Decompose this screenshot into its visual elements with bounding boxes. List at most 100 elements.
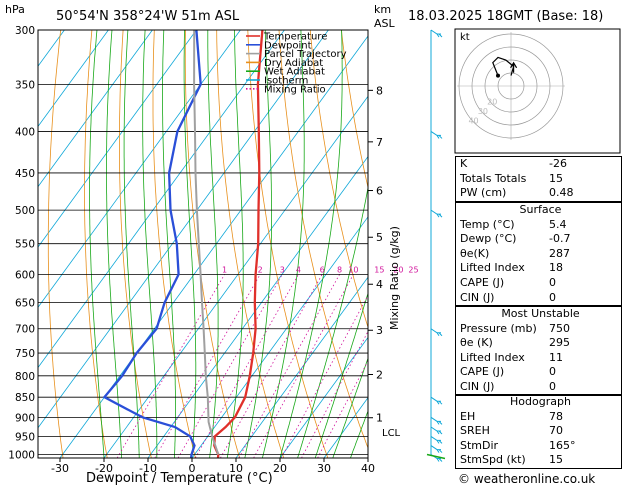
dry-adiabat-line	[622, 30, 629, 458]
mixing-ratio-line	[194, 274, 299, 458]
legend-label: Isotherm	[264, 76, 308, 87]
wind-barb	[430, 328, 443, 337]
index-value: 15	[549, 453, 563, 467]
temp-tick-label: 10	[229, 462, 243, 475]
index-row: EH 78	[456, 410, 621, 425]
isobars: 300 350 400 450 500 550 600 650 700 750 800 850 900 9…	[8, 25, 368, 461]
wet-adiabat-line	[297, 185, 368, 458]
mixing-ratio-label: 20	[393, 265, 403, 274]
km-label: km	[374, 3, 391, 16]
index-value: 78	[549, 409, 563, 423]
wet-adiabat-line	[207, 30, 219, 458]
wind-column	[426, 29, 446, 462]
index-label: SREH	[460, 424, 490, 438]
index-label: CAPE (J)	[460, 365, 505, 379]
dry-adiabat-line	[84, 30, 108, 458]
pressure-tick-label: 550	[15, 239, 35, 251]
temp-tick-label: -30	[51, 462, 69, 475]
isotherm-line	[38, 30, 153, 188]
index-row: Totals Totals 15	[456, 172, 621, 187]
datetime-title: 18.03.2025 18GMT (Base: 18)	[408, 9, 603, 24]
pressure-tick-label: 350	[15, 79, 35, 91]
lcl-label: LCL	[382, 428, 401, 439]
index-label: Pressure (mb)	[460, 321, 537, 335]
wind-barb	[430, 445, 443, 453]
index-value: 0	[549, 379, 556, 393]
pressure-tick-label: 1000	[8, 449, 35, 461]
legend-label: Dry Adiabat	[264, 58, 323, 69]
wet-adiabat-line	[162, 30, 176, 458]
mixing-ratio-label: 4	[296, 265, 301, 274]
dry-adiabat-line	[309, 30, 368, 329]
temp-tick-label: 0	[189, 462, 196, 475]
dry-adiabat-line	[119, 30, 152, 458]
wind-barb	[430, 396, 443, 405]
pressure-tick-label: 500	[15, 205, 35, 217]
mixing-ratio-axis-label: Mixing Ratio (g/kg)	[388, 226, 401, 330]
storm-motion-marker	[510, 61, 518, 73]
pressure-tick-label: 800	[15, 371, 35, 383]
km-tick-label: 6	[376, 185, 383, 198]
wet-adiabat-line	[106, 30, 122, 458]
dry-adiabat-line	[152, 30, 196, 458]
index-value: 0.48	[549, 186, 574, 200]
mixing-ratio-label: 10	[348, 265, 358, 274]
temperature-line	[213, 30, 264, 458]
credit: © weatheronline.co.uk	[458, 472, 595, 486]
pressure-tick-label: 450	[15, 168, 35, 180]
legend-label: Mixing Ratio	[264, 84, 326, 95]
index-row: θe(K) 287	[456, 247, 621, 262]
km-tick-label: 2	[376, 368, 383, 381]
mixing-ratio-label: 25	[408, 265, 418, 274]
index-label: θe (K)	[460, 336, 493, 350]
wet-adiabat-line	[350, 409, 368, 458]
index-value: 15	[549, 171, 563, 185]
index-value: 18	[549, 261, 563, 275]
profiles	[102, 30, 264, 458]
hodograph-ring-label: 20	[487, 98, 497, 107]
mixing-ratio-label: 1	[222, 265, 227, 274]
index-value: 287	[549, 246, 570, 260]
legend-label: Temperature	[263, 32, 327, 43]
surface-title: Surface	[519, 203, 562, 216]
wet-adiabat-line	[142, 30, 158, 458]
basic-indices-table: K -26 Totals Totals 15 PW (cm) 0.48	[455, 156, 622, 202]
mixing-ratio-line	[220, 274, 323, 458]
index-value: 295	[549, 336, 570, 350]
asl-label: ASL	[374, 17, 396, 30]
wet-adiabat-line	[89, 30, 105, 458]
index-row: Lifted Index 18	[456, 261, 621, 276]
index-label: EH	[460, 409, 476, 423]
km-tick-label: 7	[376, 136, 383, 149]
wind-barb	[430, 29, 443, 38]
mixing-ratio-label: 2	[258, 265, 263, 274]
index-label: Lifted Index	[460, 350, 525, 364]
index-label: CIN (J)	[460, 379, 495, 393]
pressure-tick-label: 400	[15, 126, 35, 138]
index-value: 70	[549, 424, 563, 438]
mixing-ratio-line	[154, 274, 261, 458]
hodograph-frame	[454, 28, 621, 154]
pressure-tick-label: 300	[15, 25, 35, 37]
wet-adiabat-line	[332, 357, 368, 458]
index-row: PW (cm) 0.48	[456, 186, 621, 201]
axes: 1 2 3 4 6 8 10 15 20 25 -30 -20 -10 0 10 20 30 40 8 7 6 5 4 3 2 1…	[51, 84, 419, 475]
index-row: Dewp (°C) -0.7	[456, 232, 621, 247]
index-row: Lifted Index 11	[456, 351, 621, 366]
pressure-tick-label: 900	[15, 412, 35, 424]
index-label: StmSpd (kt)	[460, 453, 526, 467]
wet-adiabat-line	[314, 291, 368, 458]
temp-tick-label: 40	[361, 462, 375, 475]
index-row: K -26	[456, 157, 621, 172]
hodograph-kt-label: kt	[460, 32, 470, 43]
pressure-tick-label: 850	[15, 392, 35, 404]
hodograph-title: Hodograph	[510, 395, 571, 408]
index-value: 5.4	[549, 217, 567, 231]
surface-table: Surface Temp (°C) 5.4 Dewp (°C) -0.7 θe(K) 28…	[455, 202, 622, 307]
dewpoint-line	[102, 30, 202, 458]
mixing-ratio-line	[238, 274, 340, 458]
wind-barb	[430, 426, 443, 435]
index-label: Dewp (°C)	[460, 232, 517, 246]
km-tick-label: 8	[376, 84, 383, 97]
